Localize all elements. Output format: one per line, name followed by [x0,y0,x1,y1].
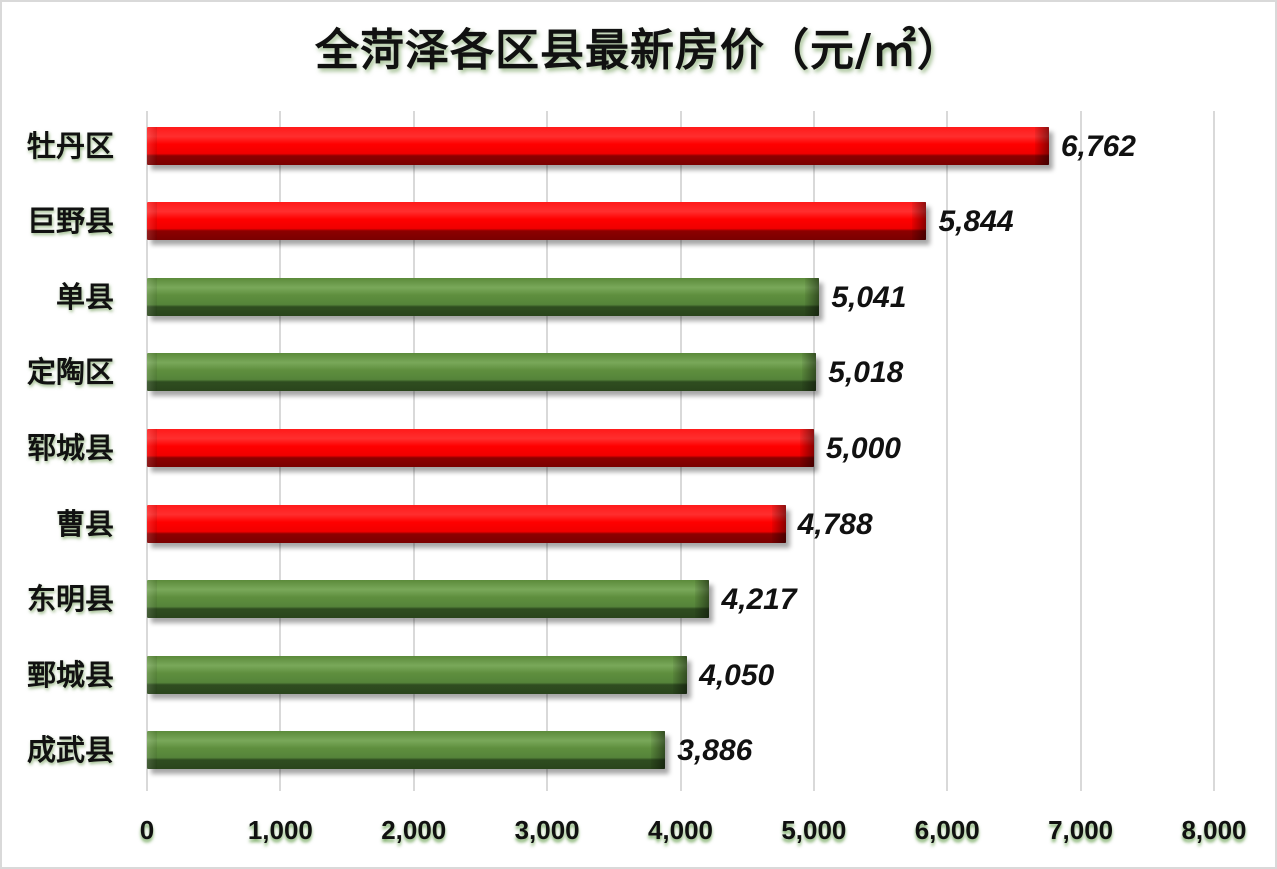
bar [147,731,666,770]
category-label: 曹县 [55,506,114,541]
bar [147,353,817,392]
data-label: 5,844 [938,205,1014,239]
data-label: 4,217 [721,583,797,617]
data-label: 4,788 [797,507,873,541]
bar [147,504,786,543]
category-label: 东明县 [26,582,114,617]
category-label: 定陶区 [26,355,114,390]
data-label: 4,050 [699,658,775,692]
x-tick-label: 6,000 [914,815,980,845]
x-tick-label: 8,000 [1181,815,1247,845]
x-tick-label: 2,000 [381,815,447,845]
data-label: 3,886 [677,734,753,768]
gridline [1079,111,1082,791]
gridline [812,111,815,791]
x-tick-label: 3,000 [514,815,580,845]
category-label: 成武县 [26,733,114,768]
bar [147,126,1049,165]
category-label: 巨野县 [26,204,114,239]
data-label: 5,041 [831,280,907,314]
bar [147,277,820,316]
x-tick-label: 7,000 [1048,815,1114,845]
gridline [946,111,949,791]
bar [147,429,814,467]
category-label: 单县 [55,279,114,314]
x-tick-label: 5,000 [781,815,847,845]
data-label: 5,000 [825,432,901,465]
x-tick-label: 1,000 [247,815,313,845]
category-label: 牡丹区 [26,128,114,163]
x-tick-label: 0 [139,815,155,845]
category-label: 鄄城县 [26,657,114,692]
chart-title: 全菏泽各区县最新房价（元/㎡） [314,25,963,76]
data-label: 6,762 [1060,129,1136,163]
bar [147,202,927,241]
bar [147,580,710,619]
bar [147,655,688,694]
gridline [1213,111,1215,791]
x-tick-label: 4,000 [647,815,714,845]
data-label: 5,018 [828,356,904,390]
category-label: 郓城县 [26,431,114,465]
